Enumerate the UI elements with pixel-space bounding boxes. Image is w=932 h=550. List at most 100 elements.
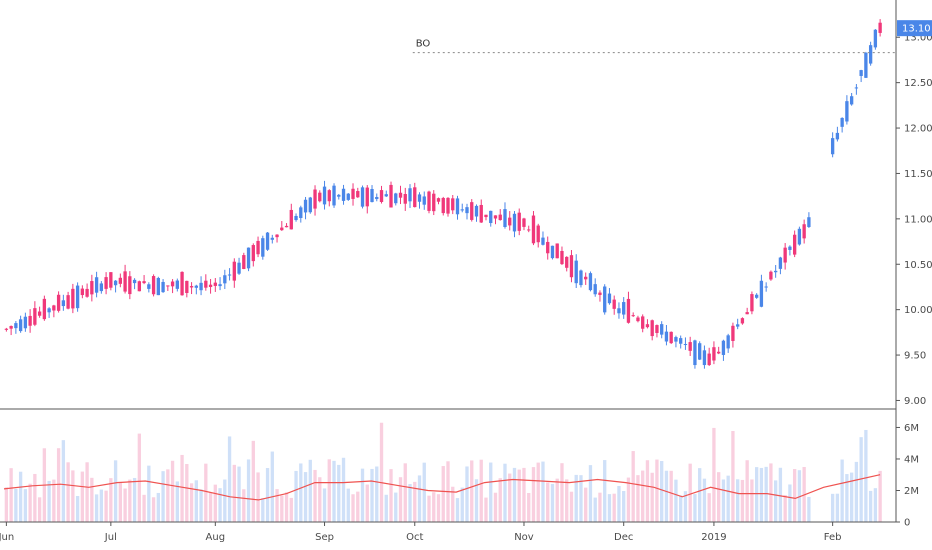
- last-price-label: 13.10: [902, 24, 931, 35]
- volume-bar: [422, 462, 426, 522]
- candle-body: [655, 325, 659, 333]
- candle-body: [180, 271, 184, 296]
- volume-bar: [579, 475, 583, 522]
- candle-body: [256, 240, 260, 255]
- volume-bar: [588, 465, 593, 522]
- volume-bar: [470, 460, 474, 522]
- volume-bar: [536, 462, 540, 522]
- candle-body: [664, 331, 669, 342]
- volume-bar: [242, 489, 246, 522]
- candle-body: [413, 187, 417, 208]
- candle-body: [208, 284, 213, 288]
- volume-bar: [451, 486, 455, 522]
- candle-body: [308, 197, 312, 213]
- candle-body: [427, 191, 431, 211]
- volume-bar: [256, 472, 260, 522]
- candle-body: [242, 255, 246, 269]
- volume-bar: [61, 440, 66, 522]
- candle-body: [641, 316, 645, 329]
- volume-bar: [261, 498, 265, 522]
- volume-bar: [289, 497, 293, 522]
- candle-body: [337, 194, 341, 197]
- candle-body: [783, 247, 787, 263]
- volume-bar: [465, 466, 469, 522]
- volume-bar: [617, 486, 621, 522]
- volume-bar: [565, 479, 569, 522]
- candle-body: [650, 320, 654, 337]
- volume-pane: [3, 422, 882, 522]
- volume-tick-label: 2M: [904, 486, 919, 497]
- candle-body: [792, 234, 797, 255]
- volume-bar: [232, 464, 236, 522]
- volume-bar: [189, 483, 194, 522]
- candle-body: [712, 347, 716, 361]
- candle-body: [588, 273, 593, 291]
- volume-bar: [717, 472, 721, 522]
- price-tick-label: 10.00: [904, 305, 932, 316]
- candle-body: [109, 272, 113, 288]
- volume-bar: [607, 494, 612, 522]
- candle-body: [227, 274, 232, 276]
- candle-body: [750, 294, 754, 312]
- price-tick-label: 9.00: [904, 396, 926, 407]
- candle-body: [56, 294, 61, 311]
- volume-bar: [622, 491, 626, 522]
- volume-bar: [531, 467, 536, 522]
- volume-bar: [337, 464, 341, 522]
- volume-bar: [299, 463, 303, 522]
- volume-bar: [389, 469, 393, 522]
- candle-body: [175, 280, 179, 289]
- candle-body: [626, 298, 631, 323]
- volume-bar: [213, 484, 217, 522]
- volume-bar: [707, 493, 711, 522]
- volume-bar: [773, 480, 778, 522]
- volume-bar: [204, 463, 208, 522]
- price-pane: BO: [4, 19, 896, 369]
- volume-bar: [508, 473, 512, 522]
- candle-body: [14, 323, 18, 329]
- volume-bar: [322, 488, 327, 522]
- volume-bar: [655, 459, 659, 522]
- volume-bar: [441, 466, 445, 522]
- time-tick-label: 2019: [701, 532, 726, 543]
- candle-body: [218, 284, 222, 287]
- price-tick-label: 9.50: [904, 351, 926, 362]
- time-tick-label: Jul: [104, 532, 117, 543]
- candle-body: [830, 138, 835, 155]
- candle-body: [669, 331, 673, 344]
- volume-bar: [593, 497, 597, 522]
- candle-body: [75, 285, 80, 309]
- candle-body: [493, 215, 498, 219]
- candle-body: [574, 260, 578, 284]
- volume-bar: [674, 479, 678, 522]
- candle-body: [204, 280, 208, 288]
- candle-body: [717, 351, 721, 354]
- candle-body: [422, 196, 426, 205]
- volume-bar: [294, 470, 298, 522]
- candle-body: [807, 217, 811, 227]
- volume-bar: [170, 460, 175, 522]
- volume-bar: [351, 494, 355, 522]
- candle-body: [441, 197, 445, 214]
- volume-bar: [517, 469, 521, 522]
- volume-bar: [398, 477, 403, 522]
- candle-body: [707, 353, 711, 366]
- candle-body: [199, 282, 203, 291]
- volume-bar: [365, 484, 369, 522]
- volume-bar: [864, 429, 868, 522]
- volume-bar: [360, 468, 365, 522]
- volume-bar: [408, 484, 412, 522]
- volume-bar: [693, 494, 697, 522]
- volume-bar: [840, 459, 844, 522]
- candle-body: [123, 271, 127, 292]
- volume-bar: [712, 427, 716, 522]
- candle-body: [565, 256, 569, 268]
- volume-bar: [664, 470, 669, 522]
- volume-bar: [199, 489, 203, 522]
- volume-bar: [75, 496, 80, 522]
- volume-bar: [156, 492, 160, 522]
- candle-body: [161, 281, 165, 293]
- volume-bar: [280, 495, 284, 522]
- price-tick-label: 11.00: [904, 214, 932, 225]
- volume-bar: [489, 462, 493, 522]
